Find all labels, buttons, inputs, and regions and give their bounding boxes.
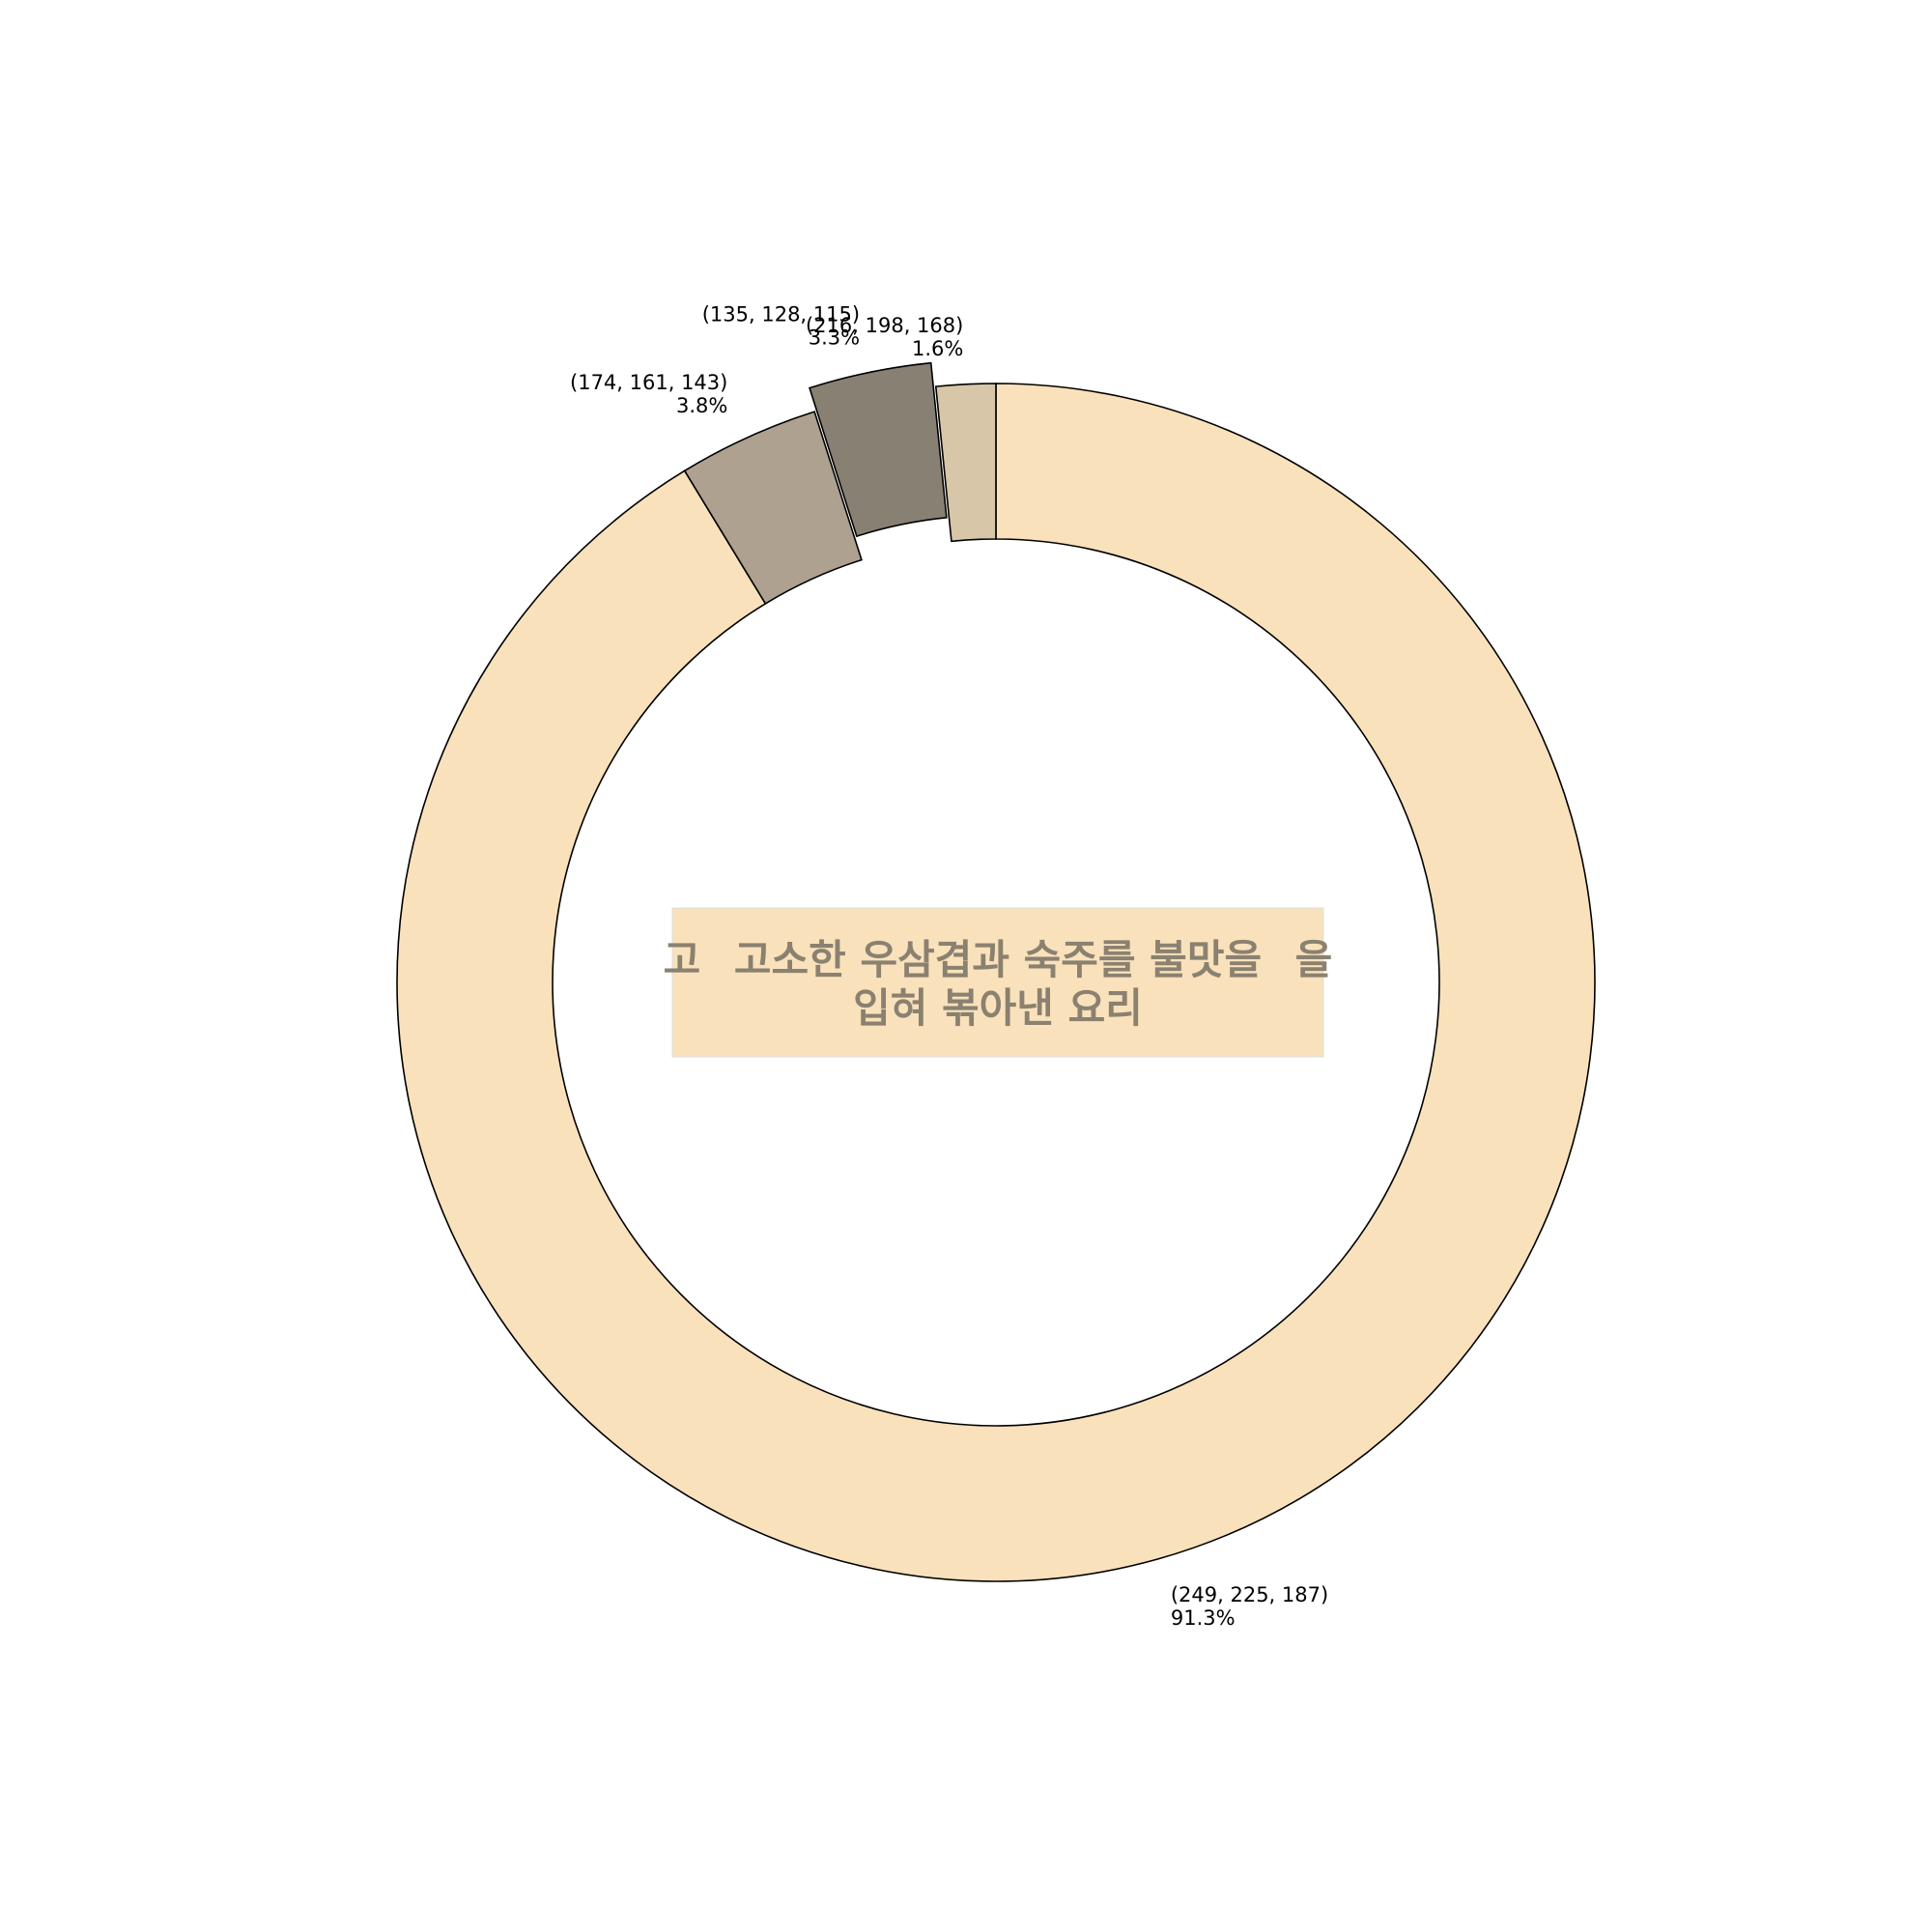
slice-label-4: (216, 198, 168): [806, 314, 963, 337]
center-image-text-line2: 입혀 볶아낸 요리: [853, 984, 1143, 1032]
slice-label-2: (174, 161, 143): [570, 371, 727, 394]
center-image-background: [671, 907, 1324, 1058]
donut-slice-1: [396, 383, 1596, 1582]
donut-slice-2: [683, 411, 863, 605]
slices-group: [396, 361, 1596, 1582]
slice-pct-label-2: 3.8%: [676, 394, 727, 417]
center-image-edge-left: 고: [664, 936, 701, 983]
slice-pct-label-4: 1.6%: [912, 337, 963, 360]
center-image: 고 을 고소한 우삼겹과 숙주를 불맛을 입혀 볶아낸 요리: [664, 907, 1333, 1058]
center-image-text-line1: 고소한 우삼겹과 숙주를 불맛을: [734, 936, 1262, 983]
slice-label-3: (135, 128, 115): [702, 302, 860, 326]
center-image-edge-right: 을: [1295, 936, 1333, 983]
labels-group: (249, 225, 187)91.3% (174, 161, 143)3.8% (…: [570, 302, 1328, 1630]
slice-pct-label-3: 3.3%: [809, 326, 860, 349]
donut-slice-4: [934, 383, 997, 543]
slice-pct-label-1: 91.3%: [1171, 1606, 1236, 1630]
donut-slice-3: [809, 361, 948, 538]
slice-label-1: (249, 225, 187): [1171, 1583, 1328, 1606]
